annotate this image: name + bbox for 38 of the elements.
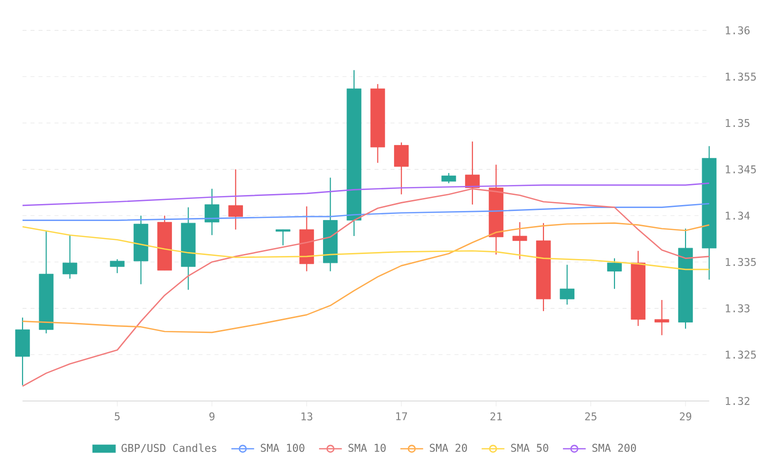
legend-label: SMA 20 bbox=[430, 444, 467, 452]
line-series bbox=[22, 226, 710, 270]
candlestick bbox=[441, 172, 456, 184]
candlestick bbox=[110, 258, 125, 274]
candlestick bbox=[394, 142, 409, 195]
x-tick-label: 17 bbox=[396, 412, 408, 420]
line-series bbox=[22, 182, 710, 206]
x-tick-label: 29 bbox=[680, 412, 692, 420]
y-tick-label: 1.345 bbox=[726, 165, 756, 174]
legend-label: SMA 50 bbox=[511, 444, 548, 452]
y-tick-label: 1.36 bbox=[726, 26, 750, 34]
candlestick bbox=[228, 168, 243, 230]
legend-label: SMA 200 bbox=[592, 444, 636, 452]
candlestick bbox=[607, 258, 622, 290]
y-tick-label: 1.325 bbox=[726, 350, 756, 359]
x-tick-label: 21 bbox=[490, 412, 502, 420]
line-series bbox=[22, 202, 710, 221]
x-tick-label: 5 bbox=[114, 412, 120, 420]
x-tick-label: 25 bbox=[585, 412, 596, 420]
candlestick bbox=[204, 188, 220, 236]
legend-label: SMA 100 bbox=[260, 444, 304, 452]
y-tick-label: 1.335 bbox=[726, 258, 756, 266]
candlestick bbox=[465, 140, 480, 206]
candlestick bbox=[560, 264, 574, 306]
y-tick-label: 1.35 bbox=[726, 118, 750, 128]
y-tick-label: 1.34 bbox=[726, 212, 750, 220]
candlestick bbox=[276, 229, 290, 246]
y-tick-label: 1.32 bbox=[726, 396, 750, 406]
x-tick-label: 13 bbox=[302, 412, 312, 420]
candlestick bbox=[62, 234, 78, 280]
x-tick-label: 9 bbox=[209, 412, 214, 420]
line-series bbox=[22, 222, 710, 334]
y-tick-label: 1.355 bbox=[726, 72, 756, 81]
legend-label: SMA 10 bbox=[348, 444, 386, 452]
candlestick bbox=[512, 222, 528, 260]
y-tick-label: 1.33 bbox=[726, 304, 750, 312]
legend-label: GBP/USD Candles bbox=[122, 444, 216, 453]
candlestick bbox=[654, 299, 670, 336]
